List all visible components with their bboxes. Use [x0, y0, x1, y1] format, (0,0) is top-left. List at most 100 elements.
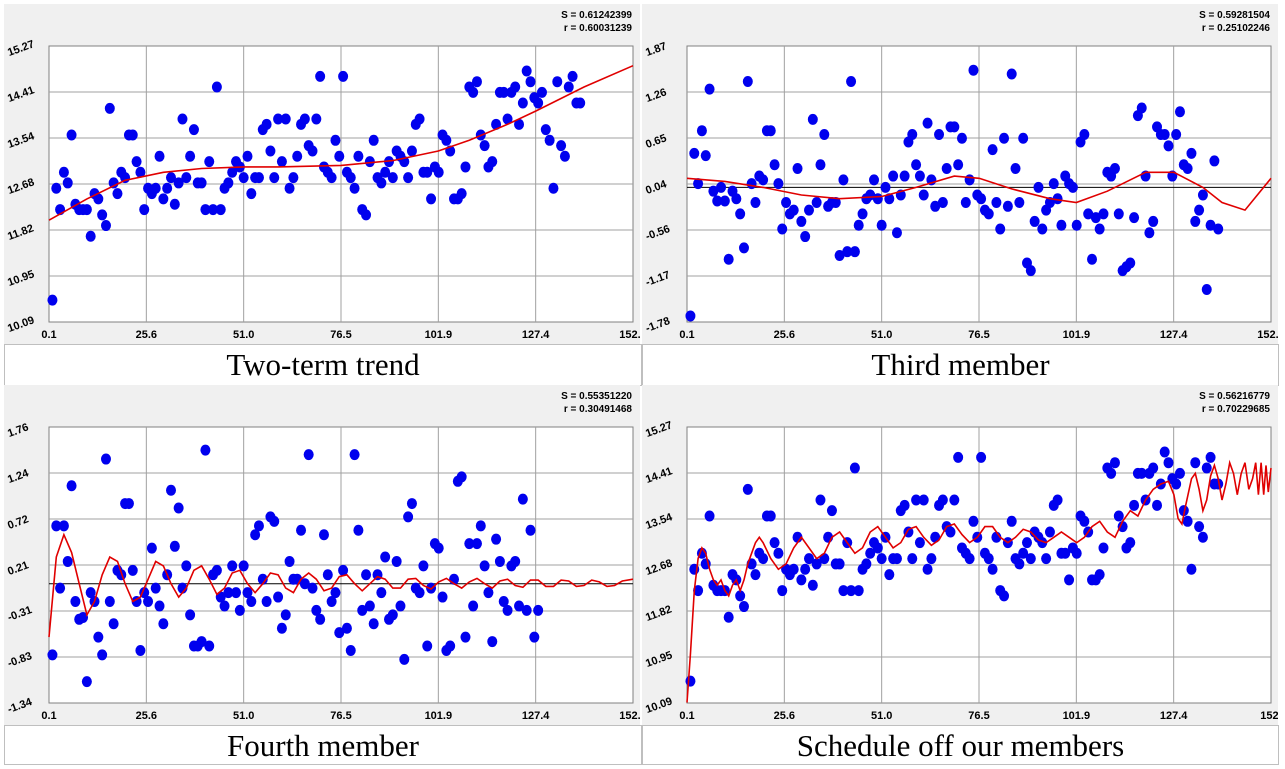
- data-point: [418, 560, 429, 572]
- data-point: [246, 596, 257, 608]
- data-point: [533, 604, 544, 616]
- data-point: [483, 587, 494, 599]
- x-tick-label: 25.6: [136, 710, 157, 722]
- data-point: [1209, 155, 1220, 167]
- data-point: [250, 529, 261, 541]
- data-point: [1071, 547, 1082, 559]
- data-point: [326, 596, 337, 608]
- data-point: [357, 604, 368, 616]
- chart-two-term-trend: S = 0.61242399 r = 0.60031239 0.1 25.6 51.0 7…: [6, 10, 640, 341]
- data-point: [261, 118, 272, 130]
- data-point: [1006, 68, 1017, 80]
- x-tick-label: 51.0: [233, 329, 254, 341]
- data-point: [502, 113, 513, 125]
- data-point: [1182, 515, 1193, 527]
- data-point: [1163, 140, 1174, 152]
- data-point: [876, 219, 887, 231]
- data-point: [1044, 526, 1055, 538]
- y-tick-label: 10.09: [644, 695, 674, 716]
- y-tick-label: 0.04: [644, 178, 669, 197]
- data-point: [1159, 446, 1170, 458]
- data-point: [949, 121, 960, 133]
- data-point: [769, 537, 780, 549]
- data-point: [1006, 515, 1017, 527]
- data-point: [559, 150, 570, 162]
- data-point: [387, 172, 398, 184]
- data-point: [1171, 478, 1182, 490]
- data-point: [953, 159, 964, 171]
- data-point: [181, 560, 192, 572]
- data-point: [872, 542, 883, 554]
- data-point: [51, 182, 62, 194]
- y-tick-label: 15.27: [6, 38, 36, 59]
- data-point: [387, 609, 398, 621]
- data-point: [991, 197, 1002, 209]
- data-point: [807, 113, 818, 125]
- x-tick-label: 127.4: [522, 329, 550, 341]
- y-tick-label: 0.21: [6, 559, 30, 578]
- stats-s: S = 0.61242399: [561, 10, 632, 21]
- data-point: [58, 520, 69, 532]
- x-tick-label: 51.0: [871, 710, 892, 722]
- x-tick-label: 25.6: [774, 710, 795, 722]
- data-point: [456, 471, 467, 483]
- y-tick-label: 1.24: [6, 467, 31, 486]
- data-point: [437, 591, 448, 603]
- data-point: [865, 547, 876, 559]
- y-tick-label: -1.34: [6, 696, 34, 716]
- data-point: [1148, 462, 1159, 474]
- y-tick-label: 12.68: [644, 557, 674, 578]
- data-point: [696, 125, 707, 137]
- data-point: [47, 649, 58, 661]
- data-point: [181, 172, 192, 184]
- data-point: [315, 613, 326, 625]
- data-point: [227, 166, 238, 178]
- data-point: [491, 533, 502, 545]
- data-point: [81, 676, 92, 688]
- data-point: [330, 134, 341, 146]
- data-point: [1194, 521, 1205, 533]
- data-point: [1064, 574, 1075, 586]
- data-point: [968, 515, 979, 527]
- data-point: [556, 140, 567, 152]
- y-tick-label: -0.83: [6, 650, 34, 670]
- data-point: [364, 600, 375, 612]
- data-point: [162, 182, 173, 194]
- x-tick-label: 76.5: [968, 710, 989, 722]
- y-tick-label: 0.72: [6, 513, 30, 532]
- data-point: [399, 653, 410, 665]
- panel-two-term-trend: S = 0.61242399 r = 0.60031239 0.1 25.6 51.0 7…: [4, 4, 640, 344]
- x-tick-label: 0.1: [679, 329, 694, 341]
- data-point: [1197, 531, 1208, 543]
- data-point: [276, 622, 287, 634]
- data-point: [104, 596, 115, 608]
- data-point: [154, 150, 165, 162]
- data-point: [112, 188, 123, 200]
- data-point: [85, 230, 96, 242]
- data-point: [66, 129, 77, 141]
- data-point: [918, 494, 929, 506]
- data-point: [1213, 478, 1224, 490]
- x-tick-label: 101.9: [1063, 329, 1091, 341]
- data-point: [968, 64, 979, 76]
- data-point: [406, 498, 417, 510]
- stats-r: r = 0.60031239: [564, 23, 633, 34]
- data-point: [143, 596, 154, 608]
- data-point: [395, 600, 406, 612]
- data-point: [1079, 515, 1090, 527]
- data-point: [708, 185, 719, 197]
- data-point: [62, 555, 73, 567]
- data-point: [1144, 227, 1155, 239]
- data-point: [514, 118, 525, 130]
- y-tick-label: -0.31: [6, 604, 34, 624]
- data-point: [345, 172, 356, 184]
- data-point: [81, 204, 92, 216]
- data-point: [464, 538, 475, 550]
- data-point: [517, 97, 528, 109]
- chart-grid: S = 0.61242399 r = 0.60031239 0.1 25.6 51.0 7…: [4, 4, 1279, 765]
- x-tick-label: 0.1: [41, 329, 56, 341]
- y-tick-label: 1.87: [644, 40, 668, 59]
- x-tick-label: 51.0: [871, 329, 892, 341]
- data-point: [712, 195, 723, 207]
- data-point: [811, 197, 822, 209]
